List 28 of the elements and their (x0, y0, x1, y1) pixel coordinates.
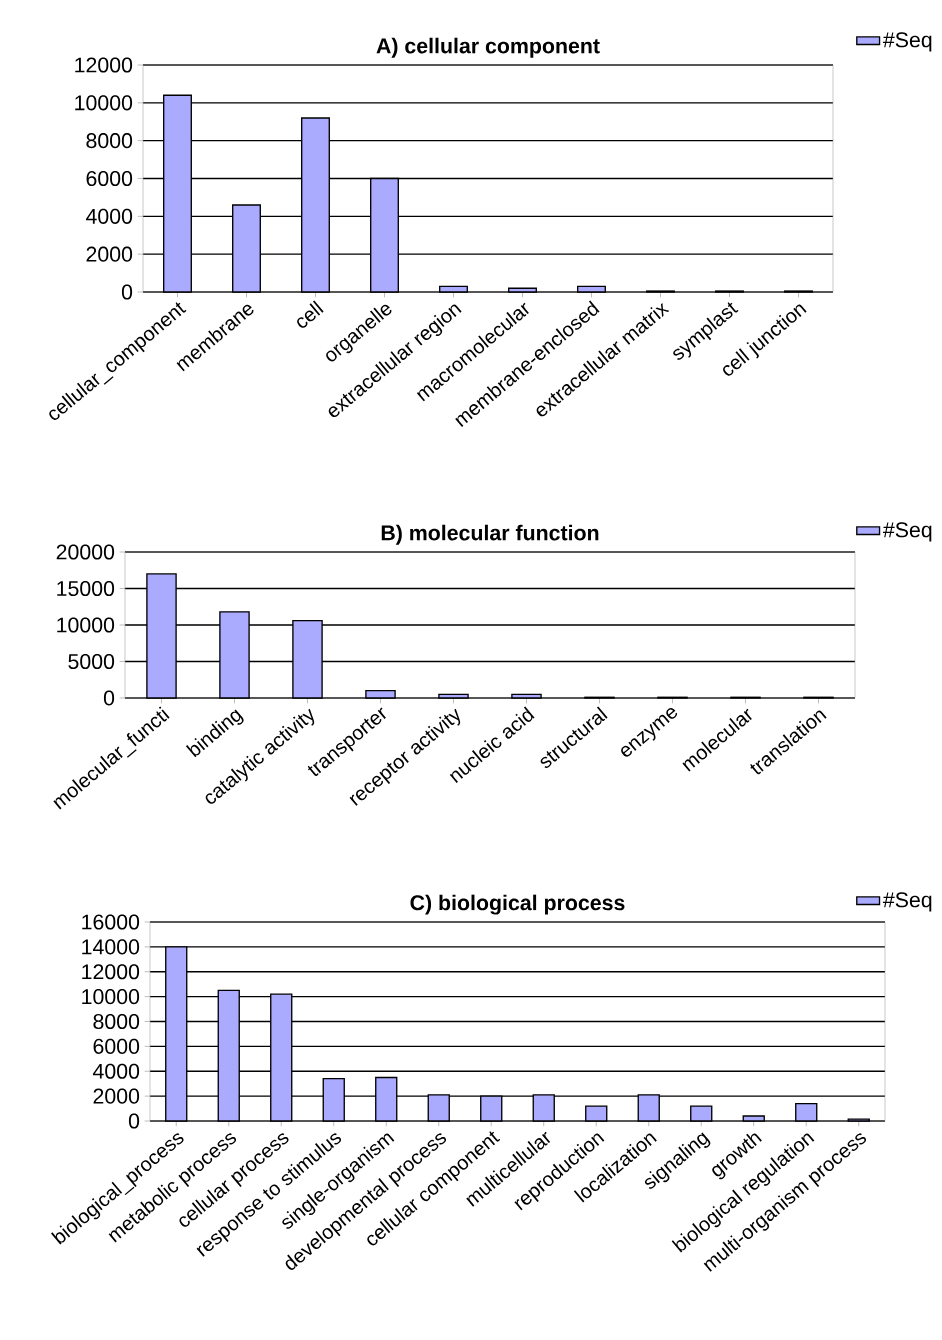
chart-title: B) molecular function (381, 524, 599, 545)
y-tick-label: 4000 (92, 1063, 140, 1079)
legend-label: #Seq (882, 892, 932, 912)
y-tick-label: 14000 (82, 939, 140, 955)
y-tick-label: 12000 (82, 964, 140, 980)
y-tick-label: 5000 (68, 653, 115, 670)
chart-title: A) cellular component (376, 37, 600, 58)
y-tick-label: 2000 (86, 246, 133, 262)
legend-label: #Seq (882, 522, 932, 542)
y-tick-label: 10000 (82, 989, 140, 1005)
y-tick-label: 6000 (86, 170, 133, 187)
y-tick-label: 2000 (93, 1088, 140, 1104)
y-tick-label: 8000 (93, 1013, 140, 1030)
y-tick-label: 12000 (75, 57, 133, 73)
y-tick-label: 15000 (57, 580, 115, 597)
chart-title: C) biological process (410, 894, 625, 915)
y-tick-label: 16000 (82, 914, 140, 930)
y-tick-label: 6000 (93, 1038, 140, 1054)
y-tick-label: 20000 (56, 544, 115, 560)
y-tick-label: 0 (128, 1113, 140, 1129)
y-tick-label: 8000 (86, 133, 133, 149)
y-tick-label: 0 (103, 690, 115, 706)
x-tick-label: cell (297, 300, 324, 328)
y-tick-label: 10000 (75, 95, 133, 111)
y-tick-label: 4000 (85, 208, 133, 224)
y-tick-label: 0 (121, 284, 133, 300)
legend-label: #Seq (882, 32, 932, 52)
y-tick-label: 10000 (57, 617, 115, 633)
